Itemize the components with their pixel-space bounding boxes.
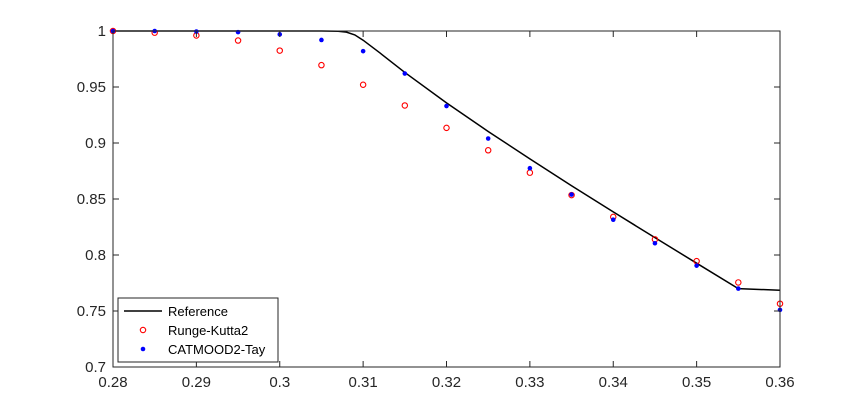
data-point-catmood2-tay — [360, 48, 366, 54]
x-tick-label: 0.3 — [269, 374, 290, 391]
y-tick-label: 0.75 — [77, 303, 106, 320]
data-point-runge-kutta2 — [443, 124, 450, 132]
y-tick-label: 1 — [98, 23, 106, 40]
x-tick-label: 0.34 — [599, 374, 628, 391]
y-tick-label: 0.85 — [77, 191, 106, 208]
data-point-catmood2-tay — [652, 240, 658, 246]
data-point-runge-kutta2 — [484, 147, 492, 154]
data-point-catmood2-tay — [527, 165, 533, 171]
x-tick-label: 0.31 — [349, 374, 378, 391]
data-point-runge-kutta2 — [276, 47, 283, 54]
data-point-catmood2-tay — [444, 103, 449, 109]
legend: Reference Runge-Kutta2 CATMOOD2-Tay — [117, 297, 279, 363]
y-tick-label: 0.7 — [85, 359, 106, 376]
x-tick-label: 0.28 — [98, 374, 127, 391]
axes-layer: 0.28 0.29 0.3 0.31 0.32 0.33 0.34 0.35 0.36 0.7 0.… — [77, 23, 795, 391]
data-point-catmood2-tay — [610, 217, 616, 223]
data-point-catmood2-tay — [319, 37, 324, 43]
legend-swatch-runge-kutta2 — [139, 326, 147, 334]
data-point-catmood2-tay — [402, 71, 408, 76]
x-tick-label: 0.32 — [432, 374, 461, 391]
data-point-catmood2-tay — [694, 263, 699, 268]
y-tick-label: 0.8 — [85, 247, 106, 264]
legend-label-catmood2-tay: CATMOOD2-Tay — [168, 342, 266, 357]
data-point-catmood2-tay — [485, 136, 491, 141]
data-point-runge-kutta2 — [318, 61, 325, 69]
legend-label-runge-kutta2: Runge-Kutta2 — [168, 323, 248, 338]
x-tick-label: 0.36 — [765, 374, 794, 391]
data-point-runge-kutta2 — [359, 81, 367, 89]
data-point-runge-kutta2 — [401, 102, 409, 109]
legend-swatch-catmood2-tay — [140, 346, 146, 352]
legend-label-reference: Reference — [168, 304, 228, 319]
data-point-runge-kutta2 — [735, 279, 742, 286]
legend-box — [117, 297, 279, 363]
y-tick-label: 0.95 — [77, 79, 106, 96]
x-tick-label: 0.29 — [182, 374, 211, 391]
y-tick-label: 0.9 — [85, 135, 106, 152]
data-point-runge-kutta2 — [234, 37, 242, 44]
x-tick-label: 0.33 — [515, 374, 544, 391]
data-point-catmood2-tay — [569, 192, 574, 197]
data-point-catmood2-tay — [736, 286, 741, 291]
x-tick-label: 0.35 — [682, 374, 711, 391]
